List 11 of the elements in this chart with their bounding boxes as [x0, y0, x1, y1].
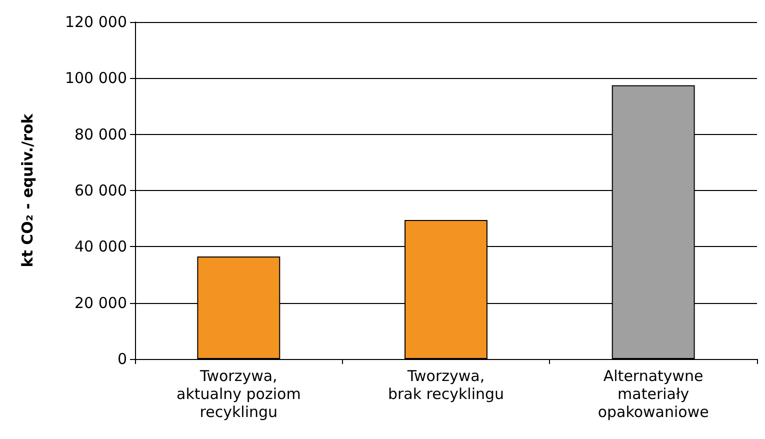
y-axis-title: kt CO₂ - equiv./rok: [18, 112, 36, 268]
y-tick-label: 80 000: [74, 125, 127, 144]
y-tick-label: 60 000: [74, 182, 127, 200]
x-tick-label: Alternatywne materiały opakowaniowe: [598, 367, 709, 421]
y-tick-label: 0: [117, 350, 127, 368]
x-tick-label: Tworzywa, aktualny poziom recyklingu: [176, 367, 301, 421]
y-tick-label: 20 000: [74, 294, 127, 312]
y-tick-label: 100 000: [64, 69, 127, 88]
y-tick-label: 40 000: [74, 238, 127, 256]
y-tick-label: 120 000: [64, 13, 127, 31]
x-tick-label: Tworzywa, brak recyklingu: [388, 367, 504, 403]
